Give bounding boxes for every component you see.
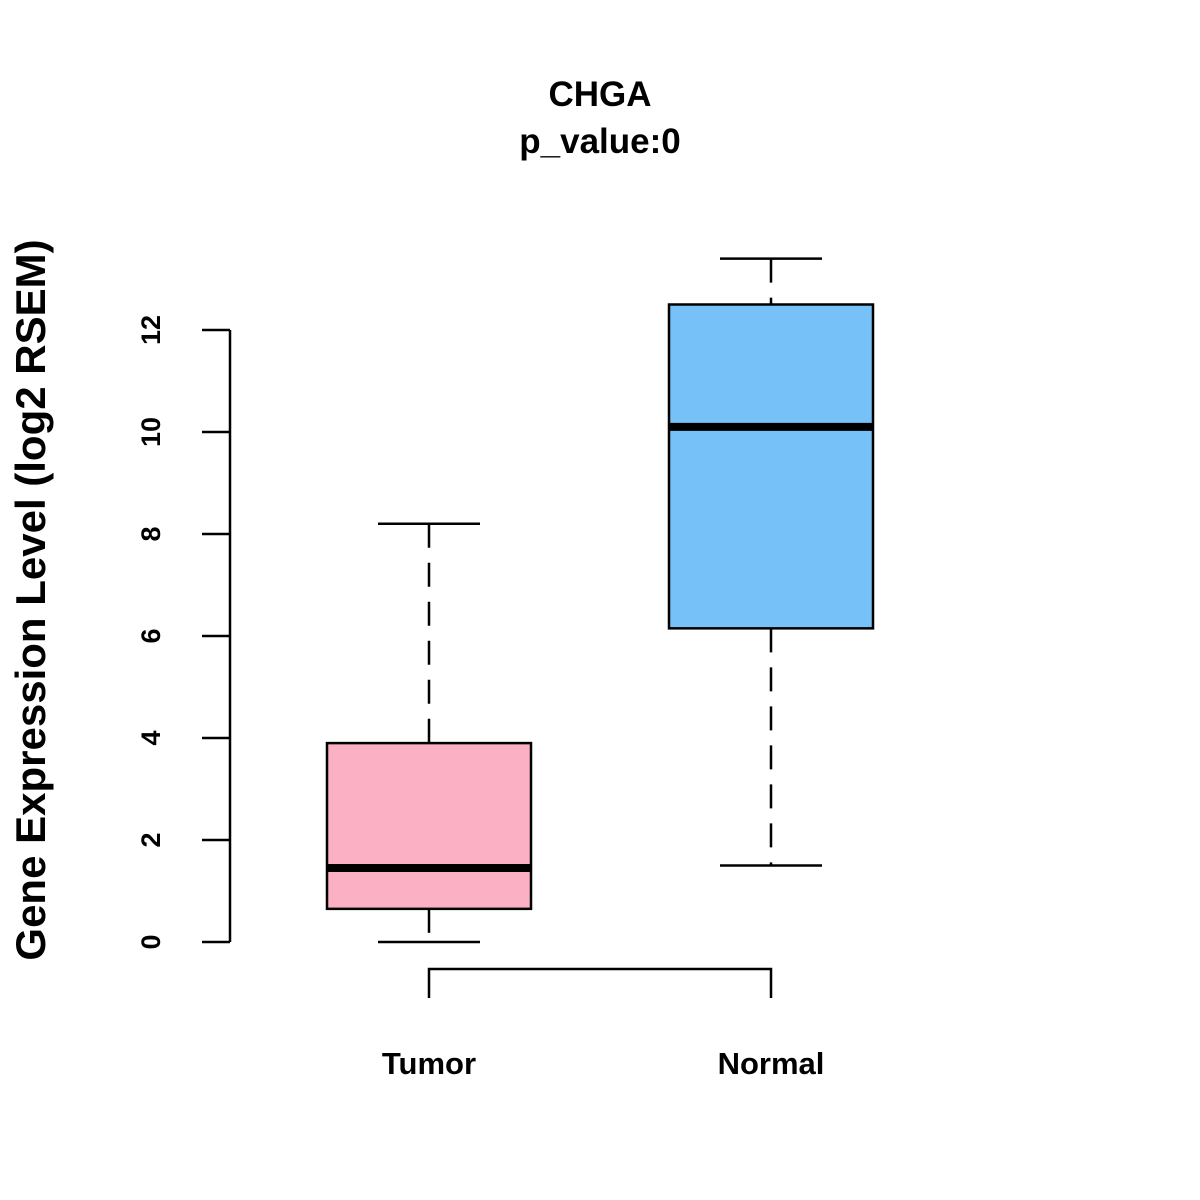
y-tick-label: 10: [136, 417, 166, 447]
boxes-group: [325, 257, 875, 944]
chart-subtitle: p_value:0: [519, 122, 680, 161]
category-labels: Tumor Normal: [382, 1046, 824, 1081]
y-tick-label: 2: [136, 832, 166, 847]
y-tick-label: 6: [136, 628, 166, 643]
bracket-line: [427, 967, 773, 998]
iqr-box: [325, 741, 533, 911]
category-label-normal: Normal: [718, 1046, 825, 1081]
chart-title: CHGA: [548, 75, 651, 114]
category-label-tumor: Tumor: [382, 1046, 476, 1081]
y-axis: 0 2 4 6 8 10 12: [136, 315, 232, 950]
box-tumor: [325, 522, 533, 944]
y-axis-label: Gene Expression Level (log2 RSEM): [7, 239, 54, 960]
iqr-box: [667, 303, 875, 630]
y-tick-label: 8: [136, 526, 166, 541]
y-tick-label: 4: [136, 730, 166, 745]
y-tick-label: 0: [136, 934, 166, 949]
comparison-bracket: [427, 967, 773, 998]
y-tick-label: 12: [136, 315, 166, 345]
box-normal: [667, 257, 875, 867]
